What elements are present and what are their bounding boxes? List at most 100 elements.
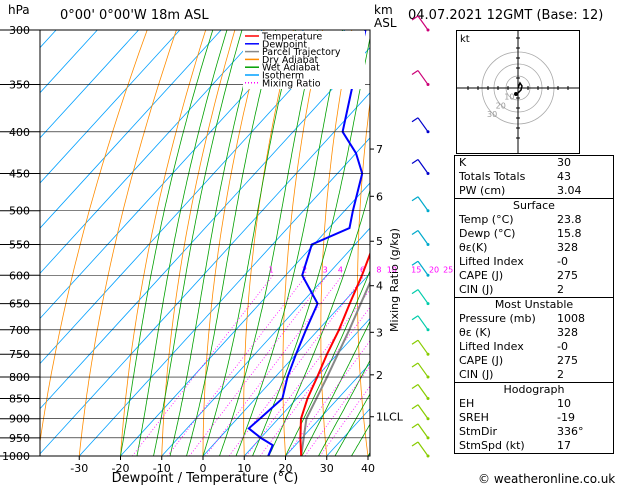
wet-adiabat-line [268,188,370,456]
wind-barb [417,441,429,457]
wind-barb-feather [411,289,419,295]
wind-barb [417,159,429,174]
index-row: CAPE (J) 275 [455,269,613,283]
wind-barb-dot [426,436,430,440]
index-label: StmSpd (kt) [459,439,525,452]
mixing-ratio-label: 25 [443,265,453,274]
km-tick-label: 7 [376,143,383,156]
temp-tick-label: 20 [279,462,293,475]
pressure-tick-label: 1000 [2,450,30,463]
index-row: K 30 [455,156,613,170]
legend-item-label: Parcel Trajectory [262,47,341,58]
wind-barb-dot [426,209,430,213]
index-row: Totals Totals 43 [455,170,613,184]
index-label: Totals Totals [459,170,526,183]
index-value: -0 [557,340,568,353]
wet-adiabat-line [186,30,277,456]
isotherm-line [40,30,181,184]
pressure-tick-label: 350 [9,79,30,92]
location-title: 0°00' 0°00'W 18m ASL [60,8,209,23]
index-value: -19 [557,411,575,424]
index-value: 2 [557,283,564,296]
asl-label: ASL [374,16,397,30]
index-row: Temp (°C) 23.8 [455,213,613,227]
isotherm-line [243,317,370,456]
mixing-ratio-label: 6 [360,265,365,274]
wind-barb-feather [411,315,419,321]
wind-barb-dot [426,28,430,32]
wind-barb-feather [411,362,419,368]
index-value: 17 [557,439,571,452]
isotherm-line [40,47,370,410]
pressure-tick-label: 800 [9,371,30,384]
wind-barb [417,15,429,31]
wet-adiabat-line [252,35,370,456]
wind-barb [417,339,429,355]
index-value: 43 [557,170,571,183]
isotherm-line [202,272,370,456]
isotherm-line [40,30,222,229]
index-value: 23.8 [557,213,582,226]
index-row: CIN (J) 2 [455,283,613,297]
wind-barb-dot [426,396,430,400]
hodograph-storm-motion [514,92,518,96]
temp-tick-label: 10 [237,462,251,475]
index-label: StmDir [459,425,498,438]
hodograph-kt-label: kt [460,34,470,45]
hodograph-table-title: Hodograph [503,383,565,396]
indices-panel: K 30 Totals Totals 43 PW (cm) 3.04 Surface Te… [454,155,614,454]
wind-barb [417,196,429,212]
dry-adiabat-line [161,30,236,456]
index-row: CAPE (J) 275 [455,354,613,368]
index-label: SREH [459,411,489,424]
index-row: CIN (J) 2 [455,368,613,382]
wind-barb-feather [411,70,419,76]
pressure-tick-label: 750 [9,348,30,361]
wind-barb-feather [411,383,419,389]
hodograph-ring-label: 30 [487,110,497,119]
index-label: CIN (J) [459,368,494,381]
wind-barb-feather [411,229,419,235]
mixing-ratio-line [228,275,365,456]
index-value: 15.8 [557,227,582,240]
hpa-label: hPa [8,3,30,17]
wind-barb-dot [426,417,430,421]
dry-adiabat-line [202,30,265,456]
wind-barb [417,362,429,378]
index-label: θε (K) [459,326,491,339]
wind-barb [417,384,429,399]
index-value: 10 [557,397,571,410]
index-row: θε (K) 328 [455,326,613,340]
mixing-ratio-label: 4 [338,265,343,274]
index-value: -0 [557,255,568,268]
mixing-ratio-label: 3 [323,265,328,274]
pressure-tick-label: 400 [9,126,30,139]
pressure-tick-label: 650 [9,298,30,311]
index-label: PW (cm) [459,184,506,197]
wind-barb-feather [411,339,419,345]
index-row: PW (cm) 3.04 [455,184,613,198]
wet-adiabat-line [318,359,370,456]
isotherm-line [40,30,139,139]
pressure-tick-label: 850 [9,392,30,405]
temp-tick-label: 30 [320,462,334,475]
wind-barb [417,315,429,331]
km-tick-label: 4 [376,280,383,293]
wet-adiabat-line [301,320,370,456]
legend-item-label: Wet Adiabat [262,63,320,74]
pressure-tick-label: 300 [9,24,30,37]
pressure-tick-label: 600 [9,269,30,282]
mixing-ratio-label: 10 [387,265,397,274]
mixing-ratio-label: 20 [429,265,439,274]
surface-title: Surface [513,199,555,212]
index-label: CAPE (J) [459,354,504,367]
wind-barb-dot [426,130,430,134]
index-value: 1008 [557,312,585,325]
mixing-ratio-line [246,289,370,456]
index-value: 328 [557,241,578,254]
wind-barb [417,117,429,133]
wind-barb-dot [426,352,430,356]
wind-barb-dot [426,454,430,458]
x-axis-label: Dewpoint / Temperature (°C) [112,471,299,486]
legend-box [243,31,365,89]
